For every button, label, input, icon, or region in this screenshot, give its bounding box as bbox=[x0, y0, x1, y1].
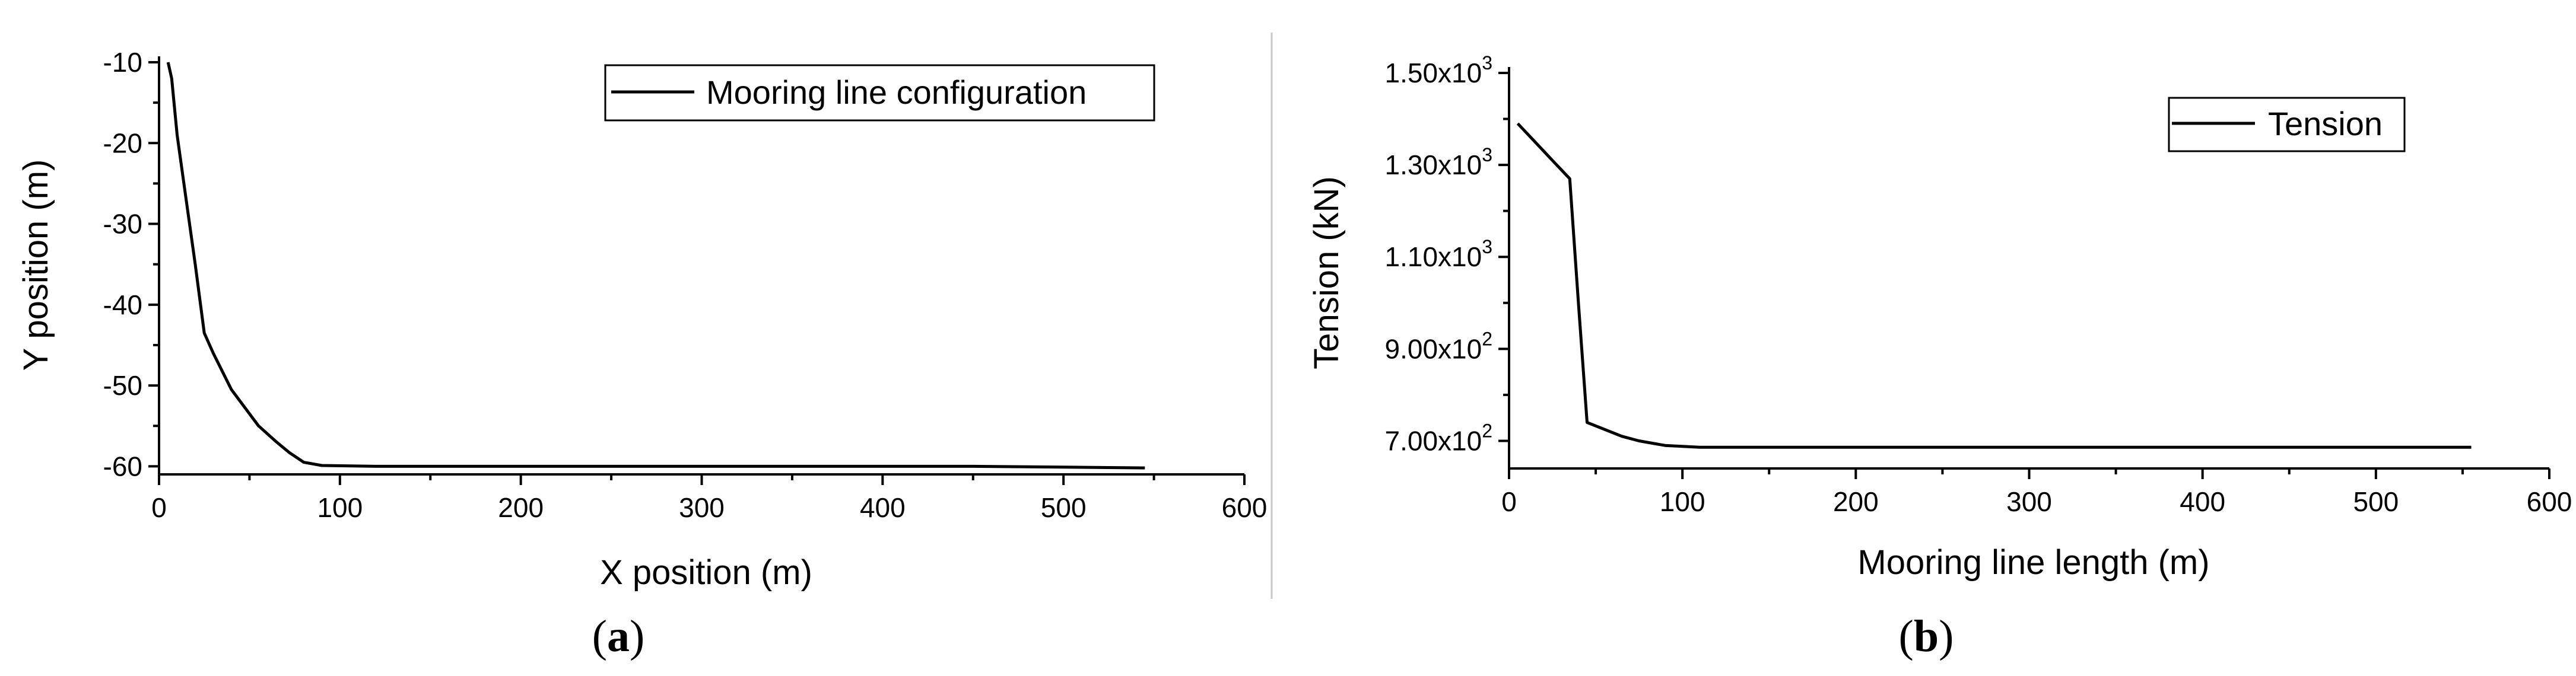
y-tick-label-b: 1.10x103 bbox=[1385, 236, 1493, 272]
y-tick-label-b: 7.00x102 bbox=[1385, 420, 1493, 456]
panel-label-b: (b) bbox=[1899, 611, 1954, 661]
x-tick-label-a: 600 bbox=[1222, 492, 1268, 523]
series-layer-a bbox=[166, 62, 1145, 470]
panel-label-a-letter: a bbox=[607, 611, 630, 661]
y-ticks-b: 7.00x102 9.00x102 1.10x103 1.30x103 1.50x103 bbox=[1385, 52, 1509, 456]
x-tick-label-b: 600 bbox=[2527, 486, 2572, 517]
y-tick-label-b: 9.00x102 bbox=[1385, 328, 1493, 364]
panel-label-a: (a) bbox=[592, 611, 645, 661]
y-ticks-a: -60 -50 -40 -30 -20 -10 bbox=[103, 47, 159, 482]
y-tick-label-b: 1.50x103 bbox=[1385, 52, 1493, 88]
y-tick-label-a: -10 bbox=[103, 47, 142, 78]
x-tick-label-b: 400 bbox=[2180, 486, 2225, 517]
x-tick-label-a: 0 bbox=[151, 492, 167, 523]
y-tick-label-a: -50 bbox=[103, 370, 142, 401]
x-tick-label-b: 300 bbox=[2006, 486, 2052, 517]
chart-a: 0 100 200 300 400 500 600 -60 -50 -40 -30 -20 -10 X… bbox=[17, 47, 1267, 661]
series-line-a-0 bbox=[166, 62, 1145, 470]
y-tick-label-b: 1.30x103 bbox=[1385, 144, 1493, 180]
y-tick-label-a: -20 bbox=[103, 127, 142, 158]
y-tick-label-a: -30 bbox=[103, 209, 142, 240]
x-axis-title-b: Mooring line length (m) bbox=[1857, 543, 2209, 582]
y-axis-title-b: Tension (kN) bbox=[1307, 176, 1346, 369]
legend-label-b: Tension bbox=[2268, 105, 2383, 142]
x-tick-label-b: 200 bbox=[1833, 486, 1879, 517]
x-ticks-b: 0 100 200 300 400 500 600 bbox=[1501, 468, 2572, 517]
panel-label-b-letter: b bbox=[1914, 611, 1939, 661]
legend-label-a: Mooring line configuration bbox=[706, 74, 1087, 111]
x-tick-label-a: 300 bbox=[679, 492, 725, 523]
legend-a: Mooring line configuration bbox=[604, 64, 1155, 122]
series-line-b-0 bbox=[1516, 122, 2472, 449]
x-tick-label-a: 500 bbox=[1041, 492, 1087, 523]
x-tick-label-a: 400 bbox=[860, 492, 906, 523]
y-tick-label-a: -60 bbox=[103, 451, 142, 482]
y-axis-title-a: Y position (m) bbox=[17, 160, 55, 371]
legend-box-a bbox=[604, 64, 1155, 122]
legend-b: Tension bbox=[2168, 97, 2406, 152]
x-tick-label-b: 0 bbox=[1501, 486, 1517, 517]
series-layer-b bbox=[1516, 122, 2472, 449]
x-axis-title-a: X position (m) bbox=[600, 553, 812, 592]
x-tick-label-b: 500 bbox=[2353, 486, 2399, 517]
chart-b: 0 100 200 300 400 500 600 7.00x102 9.00x102 1.10… bbox=[1307, 52, 2572, 661]
x-tick-label-a: 200 bbox=[498, 492, 544, 523]
x-tick-label-b: 100 bbox=[1660, 486, 1705, 517]
x-ticks-a: 0 100 200 300 400 500 600 bbox=[151, 474, 1267, 523]
x-tick-label-a: 100 bbox=[317, 492, 363, 523]
y-tick-label-a: -40 bbox=[103, 289, 142, 320]
